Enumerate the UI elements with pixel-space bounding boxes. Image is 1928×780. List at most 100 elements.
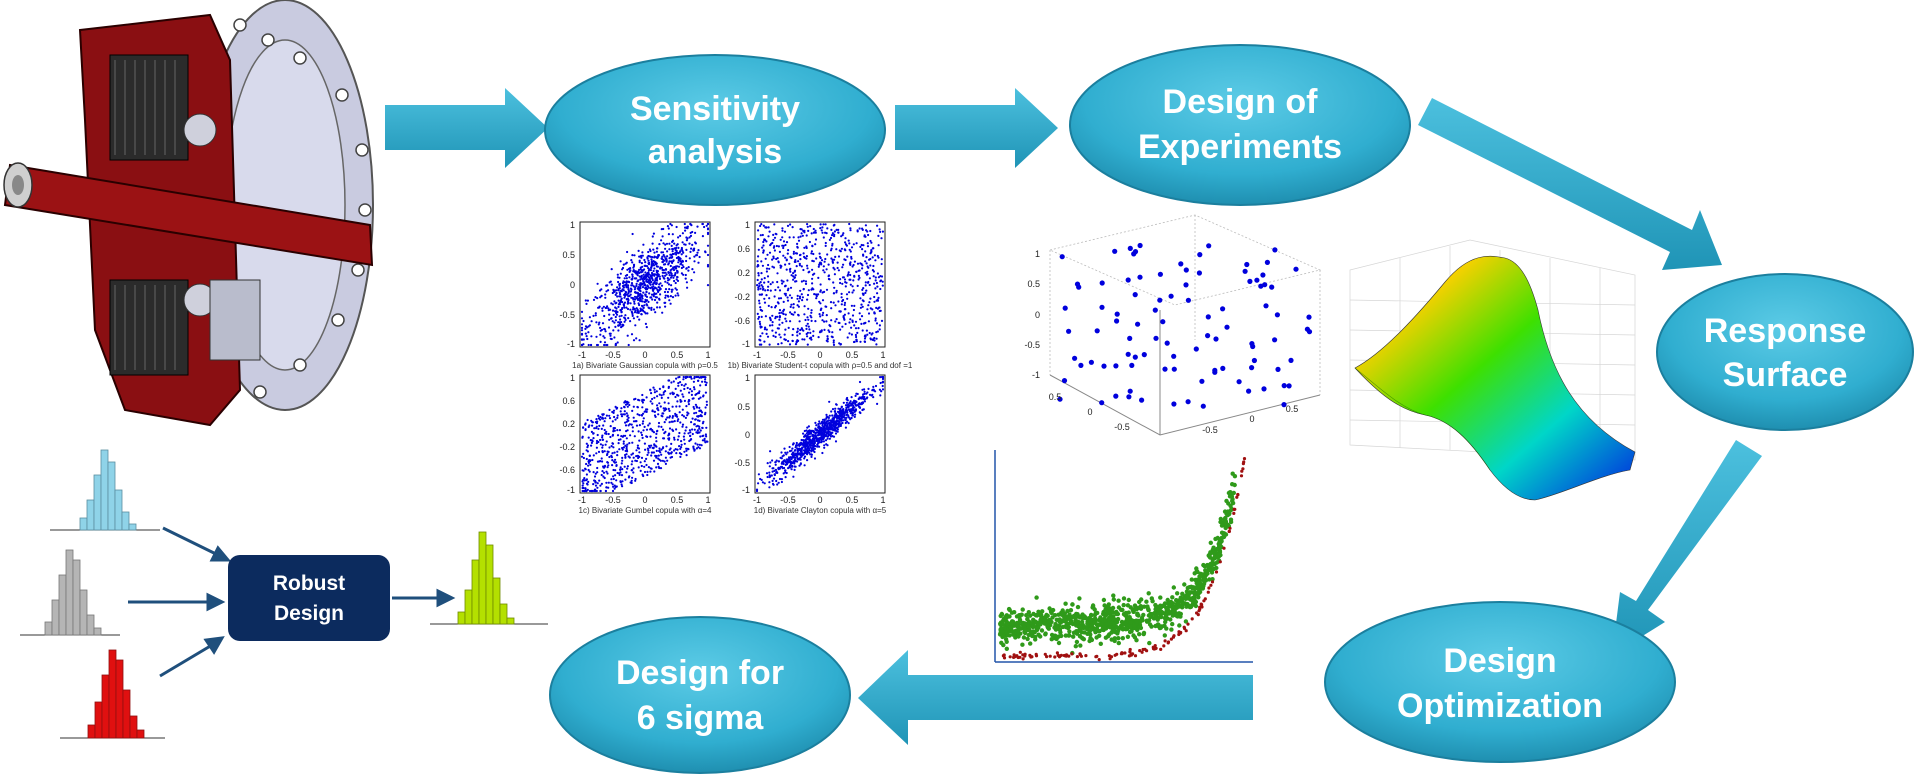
copula-panel-d: 1 0.5 0 -0.5 -1 -1 -0.5 0 0.5 1 1d) Biva…: [734, 373, 886, 515]
svg-text:1: 1: [570, 220, 575, 230]
svg-text:0: 0: [642, 350, 647, 360]
svg-text:0: 0: [642, 495, 647, 505]
copula-panel-b: 1 0.6 0.2 -0.2 -0.6 -1 -1 -0.5 0 0.5 1 1…: [728, 220, 913, 370]
svg-text:Design for: Design for: [616, 654, 784, 692]
svg-text:0.5: 0.5: [1049, 392, 1062, 402]
node-response-surface: Response Surface: [1656, 273, 1914, 431]
arrow-optimization-to-six-sigma: [858, 650, 1253, 745]
node-design-of-experiments: Design of Experiments: [1069, 44, 1411, 206]
svg-text:-1: -1: [742, 339, 750, 349]
svg-text:0.6: 0.6: [737, 244, 750, 254]
svg-text:0.5: 0.5: [1027, 279, 1040, 289]
copula-c-caption: 1c) Bivariate Gumbel copula with α=4: [579, 506, 712, 515]
copula-scatter-panels: 1 0.5 0 -0.5 -1 -1 -0.5 0 0.5 1 1a) Biva…: [559, 220, 912, 515]
robust-design-line2: Design: [274, 602, 344, 625]
svg-text:Sensitivity: Sensitivity: [630, 90, 800, 128]
arrow-response-to-optimization: [1612, 440, 1762, 655]
svg-text:-1: -1: [753, 495, 761, 505]
svg-text:0: 0: [570, 280, 575, 290]
input-histogram-blue: [50, 449, 160, 531]
svg-text:0.6: 0.6: [562, 396, 575, 406]
robust-design-box: Robust Design: [228, 555, 390, 641]
svg-text:0.5: 0.5: [671, 350, 684, 360]
svg-text:-0.5: -0.5: [780, 495, 796, 505]
svg-text:-0.5: -0.5: [780, 350, 796, 360]
svg-text:-0.5: -0.5: [1202, 425, 1218, 435]
svg-text:-1: -1: [567, 339, 575, 349]
doe-points: [1057, 242, 1313, 409]
svg-text:-1: -1: [1032, 370, 1040, 380]
copula-b-points: [756, 222, 885, 346]
svg-text:-1: -1: [567, 485, 575, 495]
svg-text:Surface: Surface: [1723, 356, 1848, 394]
svg-text:1: 1: [745, 220, 750, 230]
svg-text:0: 0: [817, 495, 822, 505]
svg-text:-1: -1: [578, 350, 586, 360]
svg-text:Experiments: Experiments: [1138, 128, 1342, 166]
svg-text:0: 0: [745, 430, 750, 440]
svg-text:1: 1: [1035, 249, 1040, 259]
svg-text:0.2: 0.2: [737, 268, 750, 278]
svg-text:-0.5: -0.5: [605, 350, 621, 360]
arrow-sensitivity-to-doe: [895, 88, 1058, 168]
svg-text:-0.2: -0.2: [734, 292, 750, 302]
copula-d-points: [755, 375, 885, 493]
svg-text:1: 1: [705, 495, 710, 505]
copula-panel-a: 1 0.5 0 -0.5 -1 -1 -0.5 0 0.5 1 1a) Biva…: [559, 220, 718, 370]
svg-text:0.5: 0.5: [737, 402, 750, 412]
svg-text:Design: Design: [1443, 642, 1556, 680]
input-histogram-gray: [20, 549, 120, 636]
svg-text:1: 1: [570, 373, 575, 383]
svg-text:-0.5: -0.5: [605, 495, 621, 505]
input-histogram-red: [60, 649, 165, 739]
svg-text:-1: -1: [742, 485, 750, 495]
copula-a-points: [580, 222, 710, 347]
node-design-optimization: Design Optimization: [1324, 601, 1676, 763]
svg-text:Optimization: Optimization: [1397, 687, 1603, 725]
output-arrow: [392, 588, 456, 608]
robust-design-line1: Robust: [273, 572, 345, 595]
mechanical-cutaway-icon: [3, 0, 374, 427]
node-sensitivity-analysis: Sensitivity analysis: [544, 54, 886, 206]
svg-text:-1: -1: [578, 495, 586, 505]
svg-text:6 sigma: 6 sigma: [637, 699, 765, 737]
svg-text:-0.6: -0.6: [559, 465, 575, 475]
response-surface-plot: [1349, 239, 1636, 501]
svg-text:-0.2: -0.2: [559, 442, 575, 452]
copula-a-caption: 1a) Bivariate Gaussian copula with ρ=0.5: [572, 361, 718, 370]
svg-text:0.5: 0.5: [671, 495, 684, 505]
svg-text:0: 0: [1249, 414, 1254, 424]
copula-d-caption: 1d) Bivariate Clayton copula with α=5: [754, 506, 887, 515]
optimization-scatter-plot: [994, 450, 1253, 663]
doe-3d-scatter-plot: 1 0.5 0 -0.5 -1 0.5 0 -0.5 -0.5 0 0.5: [1024, 214, 1322, 436]
svg-text:1: 1: [745, 373, 750, 383]
svg-text:Design of: Design of: [1163, 83, 1319, 121]
optimization-points: [997, 457, 1247, 662]
svg-text:Response: Response: [1704, 312, 1867, 350]
svg-text:0: 0: [817, 350, 822, 360]
svg-text:0: 0: [1087, 407, 1092, 417]
svg-text:0.5: 0.5: [1286, 404, 1299, 414]
output-histogram-green: [430, 531, 548, 625]
svg-text:-0.5: -0.5: [1114, 422, 1130, 432]
copula-b-caption: 1b) Bivariate Student-t copula with ρ=0.…: [728, 361, 913, 370]
svg-text:-0.5: -0.5: [559, 310, 575, 320]
svg-text:-0.6: -0.6: [734, 316, 750, 326]
svg-text:0: 0: [1035, 310, 1040, 320]
svg-text:-0.5: -0.5: [734, 458, 750, 468]
svg-text:0.2: 0.2: [562, 419, 575, 429]
svg-text:0.5: 0.5: [846, 495, 859, 505]
svg-text:1: 1: [705, 350, 710, 360]
arrow-cutaway-to-sensitivity: [385, 88, 548, 168]
arrow-doe-to-response: [1418, 98, 1722, 270]
copula-c-points: [580, 375, 709, 493]
svg-text:1: 1: [880, 495, 885, 505]
svg-text:0.5: 0.5: [846, 350, 859, 360]
input-arrows: [128, 526, 232, 678]
svg-text:0.5: 0.5: [562, 250, 575, 260]
flow-arrows: [385, 88, 1762, 745]
node-design-for-6-sigma: Design for 6 sigma: [549, 616, 851, 774]
svg-text:analysis: analysis: [648, 133, 782, 171]
svg-text:-0.5: -0.5: [1024, 340, 1040, 350]
